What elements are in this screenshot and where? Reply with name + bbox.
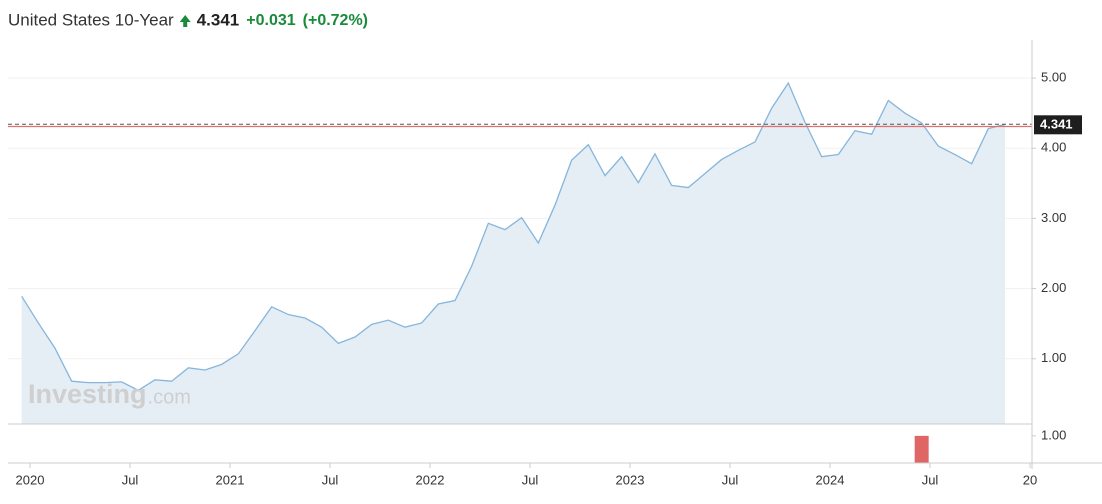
y-tick-label: 4.00	[1041, 140, 1066, 155]
last-price-tag	[1034, 115, 1082, 135]
plot-area: 1.00 2.00 3.00 4.00 5.00 1.00 Investing .com 4.3…	[8, 40, 1102, 487]
y-tick-label: 3.00	[1041, 210, 1066, 225]
volume-bar	[914, 435, 929, 463]
x-tick-label: Jul	[522, 472, 539, 487]
x-tick-label: Jul	[922, 472, 939, 487]
x-tick-label: 2021	[216, 472, 245, 487]
x-tick-label: 2022	[416, 472, 445, 487]
up-arrow	[179, 15, 191, 27]
x-tick-label: Jul	[722, 472, 739, 487]
x-tick-label: 2023	[616, 472, 645, 487]
watermark: Investing	[28, 379, 147, 409]
y-tick-label: 2.00	[1041, 280, 1066, 295]
x-tick-label: Jul	[122, 472, 139, 487]
price-line	[21, 81, 1006, 392]
price-change: +0.031	[246, 12, 295, 29]
x-tick-label: 20	[1023, 472, 1037, 487]
x-tick-label: 2020	[16, 472, 45, 487]
x-tick-label: 2024	[816, 472, 845, 487]
price-change-percent: (+0.72%)	[303, 12, 368, 29]
last-price: 4.341	[197, 10, 240, 29]
y-tick-label: 1.00	[1041, 350, 1066, 365]
area-fill	[21, 82, 1005, 424]
x-tick-label: Jul	[322, 472, 339, 487]
watermark-suffix: .com	[148, 386, 191, 408]
y-tick-label: 5.00	[1041, 70, 1066, 85]
volume-y-tick-label: 1.00	[1041, 427, 1066, 442]
last-price-tag-label: 4.341	[1040, 117, 1073, 132]
chart-title: United States 10-Year	[8, 10, 174, 29]
